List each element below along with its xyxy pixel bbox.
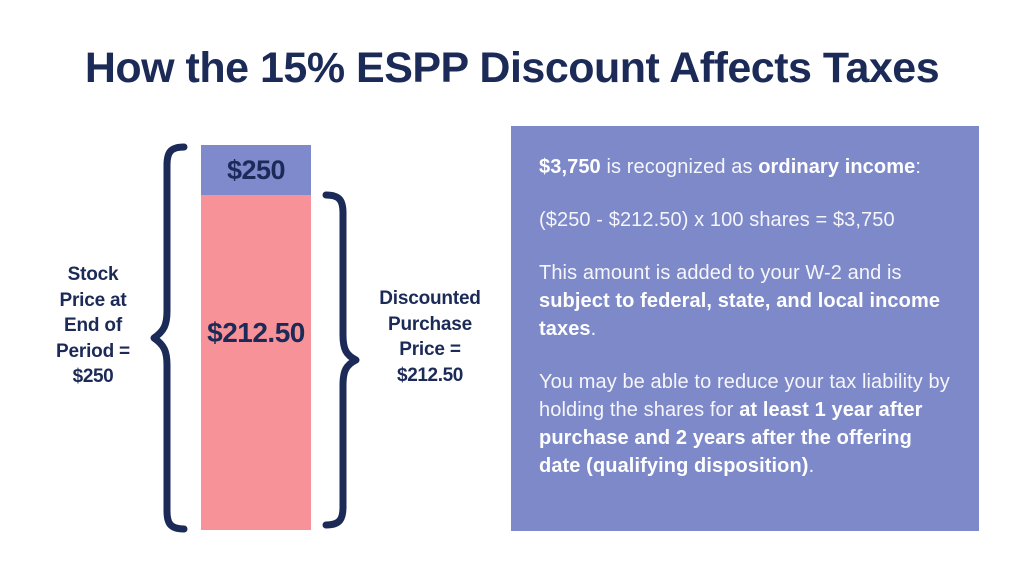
left-curly-brace-icon <box>148 143 188 533</box>
bar-segment-purchase-price: $212.50 <box>201 195 311 530</box>
text-segment: ($250 - $212.50) x 100 shares = $3,750 <box>539 209 895 231</box>
discounted-price-label: Discounted Purchase Price = $212.50 <box>360 286 500 388</box>
text-segment: . <box>808 455 815 477</box>
stock-price-label-line: Stock <box>67 264 119 285</box>
explanation-panel: $3,750 is recognized as ordinary income:… <box>511 126 979 531</box>
text-segment: You may be able to reduce your tax liabi… <box>539 371 950 421</box>
text-segment: This amount is added to your W-2 and is <box>539 262 902 284</box>
discounted-price-label-value: $212.50 <box>397 364 463 386</box>
panel-paragraph-w2: This amount is added to your W-2 and is … <box>539 259 951 343</box>
stacked-bar: $250 $212.50 <box>201 145 311 530</box>
panel-paragraph-ordinary-income: $3,750 is recognized as ordinary income: <box>539 153 951 181</box>
discounted-price-label-line: Discounted <box>379 288 481 309</box>
text-segment: $3,750 <box>539 156 601 178</box>
stock-price-label-line: Price at <box>59 289 127 311</box>
bar-segment-discount: $250 <box>201 145 311 195</box>
stock-price-label-value: $250 <box>72 366 114 387</box>
discounted-price-label-line: Purchase <box>388 313 472 335</box>
text-segment: subject to federal, state, and local inc… <box>539 290 941 340</box>
text-segment: at least 1 year after purchase and 2 yea… <box>539 399 923 477</box>
stock-price-label-line: End of <box>64 315 122 336</box>
stock-price-label: Stock Price at End of Period = $250 <box>24 262 162 390</box>
panel-paragraph-qualifying-disposition: You may be able to reduce your tax liabi… <box>539 368 951 480</box>
stock-price-label-line: Period = <box>56 340 130 362</box>
text-segment: ordinary income <box>758 156 916 178</box>
panel-paragraph-formula: ($250 - $212.50) x 100 shares = $3,750 <box>539 206 951 234</box>
page-title: How the 15% ESPP Discount Affects Taxes <box>84 44 940 92</box>
text-segment: is recognized as <box>600 156 759 178</box>
bar-segment-discount-label: $250 <box>226 154 286 185</box>
right-curly-brace-icon <box>322 191 362 529</box>
bar-segment-purchase-label: $212.50 <box>207 317 305 348</box>
discounted-price-label-line: Price = <box>399 339 461 360</box>
text-segment: : <box>915 156 921 178</box>
text-segment: . <box>590 318 597 340</box>
